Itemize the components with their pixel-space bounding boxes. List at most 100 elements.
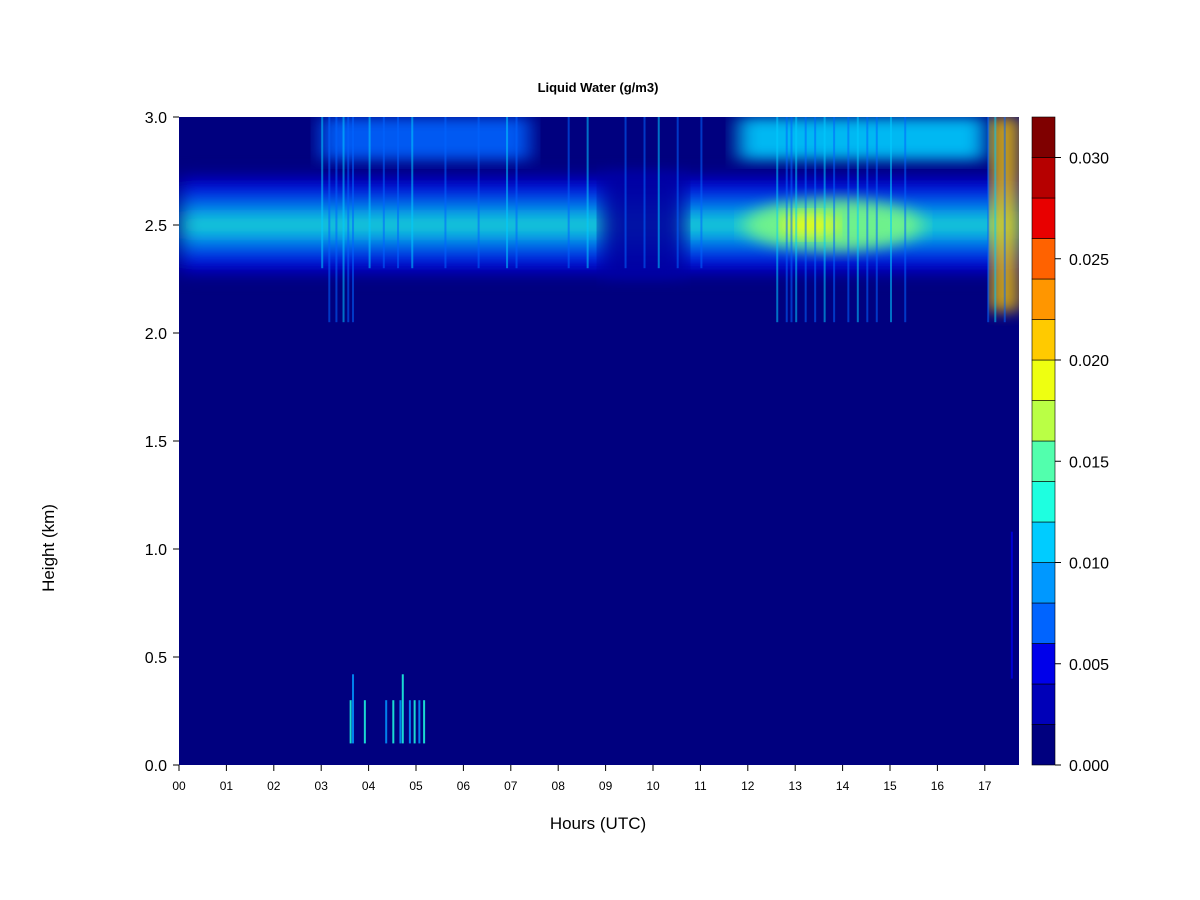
x-tick-label: 15 — [883, 779, 897, 793]
low-level-feature — [423, 700, 426, 744]
x-tick-label: 13 — [789, 779, 803, 793]
low-level-feature — [363, 700, 366, 744]
x-tick-label: 02 — [267, 779, 281, 793]
low-level-feature — [352, 674, 355, 744]
colorbar-segment — [1031, 602, 1056, 644]
x-tick-label: 01 — [220, 779, 234, 793]
streak — [804, 117, 807, 323]
colorbar-segment — [1031, 521, 1056, 563]
x-axis-label: Hours (UTC) — [550, 814, 646, 833]
streak — [444, 117, 447, 269]
streak — [776, 117, 779, 323]
y-axis-label: Height (km) — [39, 504, 58, 592]
x-tick-label: 10 — [646, 779, 660, 793]
x-tick-label: 09 — [599, 779, 613, 793]
streak — [833, 117, 836, 323]
streak — [411, 117, 414, 269]
streak — [700, 117, 703, 269]
colorbar-tick-label: 0.030 — [1069, 151, 1109, 168]
streak — [506, 117, 509, 269]
low-level-feature — [413, 700, 416, 744]
low-level-feature — [349, 700, 352, 744]
y-tick-label: 3.0 — [145, 110, 167, 127]
x-tick-label: 00 — [172, 779, 186, 793]
plot-area — [179, 117, 1019, 765]
streak — [814, 117, 817, 323]
colorbar-tick-label: 0.015 — [1069, 454, 1109, 471]
streak — [477, 117, 480, 269]
colorbar-tick-label: 0.020 — [1069, 353, 1109, 370]
y-tick-label: 1.5 — [145, 434, 167, 451]
x-axis: 00 01 02 03 04 05 06 07 08 09 10 11 12 13 14 15 16 17 — [172, 765, 992, 793]
colorbar-segment — [1031, 400, 1056, 442]
x-tick-label: 05 — [409, 779, 423, 793]
colorbar-tick-label: 0.000 — [1069, 758, 1109, 775]
streak — [335, 117, 338, 323]
streak — [856, 117, 859, 323]
low-level-feature — [399, 700, 402, 744]
streak — [368, 117, 371, 269]
streak — [795, 117, 798, 323]
x-tick-label: 06 — [457, 779, 471, 793]
y-tick-label: 2.5 — [145, 218, 167, 235]
low-level-feature — [401, 674, 404, 744]
streak — [904, 117, 907, 323]
y-tick-label: 0.0 — [145, 758, 167, 775]
liquid-water-field — [179, 117, 1019, 744]
streak — [994, 117, 997, 323]
colorbar-segment — [1031, 116, 1056, 158]
streak — [321, 117, 324, 269]
streak — [657, 117, 660, 269]
colorbar-segment — [1031, 683, 1056, 725]
streak — [676, 117, 679, 269]
x-tick-label: 16 — [931, 779, 945, 793]
colorbar-segment — [1031, 278, 1056, 320]
streak — [352, 117, 355, 323]
x-tick-label: 12 — [741, 779, 755, 793]
x-tick-label: 04 — [362, 779, 376, 793]
x-tick-label: 17 — [978, 779, 992, 793]
y-tick-label: 1.0 — [145, 542, 167, 559]
colorbar-segment — [1031, 481, 1056, 523]
streak — [382, 117, 385, 269]
streak — [987, 117, 990, 323]
streak — [347, 117, 350, 323]
streak — [866, 117, 869, 323]
colorbar-segment — [1031, 197, 1056, 239]
colorbar-tick-label: 0.025 — [1069, 252, 1109, 269]
colorbar-segment — [1031, 157, 1056, 199]
colorbar-segment — [1031, 643, 1056, 685]
x-tick-label: 07 — [504, 779, 518, 793]
streak — [790, 117, 793, 323]
streak — [890, 117, 892, 323]
colorbar-segment — [1031, 319, 1056, 361]
bright-core-peak — [779, 213, 840, 237]
upper-cloud-late — [738, 117, 985, 161]
near-surface-signal — [1010, 531, 1013, 679]
x-tick-label: 03 — [315, 779, 329, 793]
streak — [624, 117, 627, 269]
streak — [823, 117, 826, 323]
streak — [1003, 117, 1006, 323]
y-axis: 0.0 0.5 1.0 1.5 2.0 2.5 3.0 — [145, 110, 179, 775]
y-tick-label: 0.5 — [145, 650, 167, 667]
x-tick-label: 14 — [836, 779, 850, 793]
colorbar-segment — [1031, 440, 1056, 482]
streak — [875, 117, 878, 323]
streak — [643, 117, 646, 269]
streak — [515, 117, 518, 269]
low-level-feature — [385, 700, 388, 744]
low-level-feature — [418, 700, 421, 744]
streak — [847, 117, 850, 323]
colorbar: 0.000 0.005 0.010 0.015 0.020 0.025 0.030 — [1031, 116, 1109, 775]
upper-cloud-early — [321, 117, 530, 161]
x-tick-label: 08 — [552, 779, 566, 793]
colorbar-tick-label: 0.005 — [1069, 657, 1109, 674]
low-level-feature — [392, 700, 395, 744]
colorbar-segment — [1031, 562, 1056, 604]
colorbar-segment — [1031, 238, 1056, 280]
streak — [567, 117, 570, 269]
streak — [785, 117, 788, 323]
colorbar-tick-label: 0.010 — [1069, 556, 1109, 573]
